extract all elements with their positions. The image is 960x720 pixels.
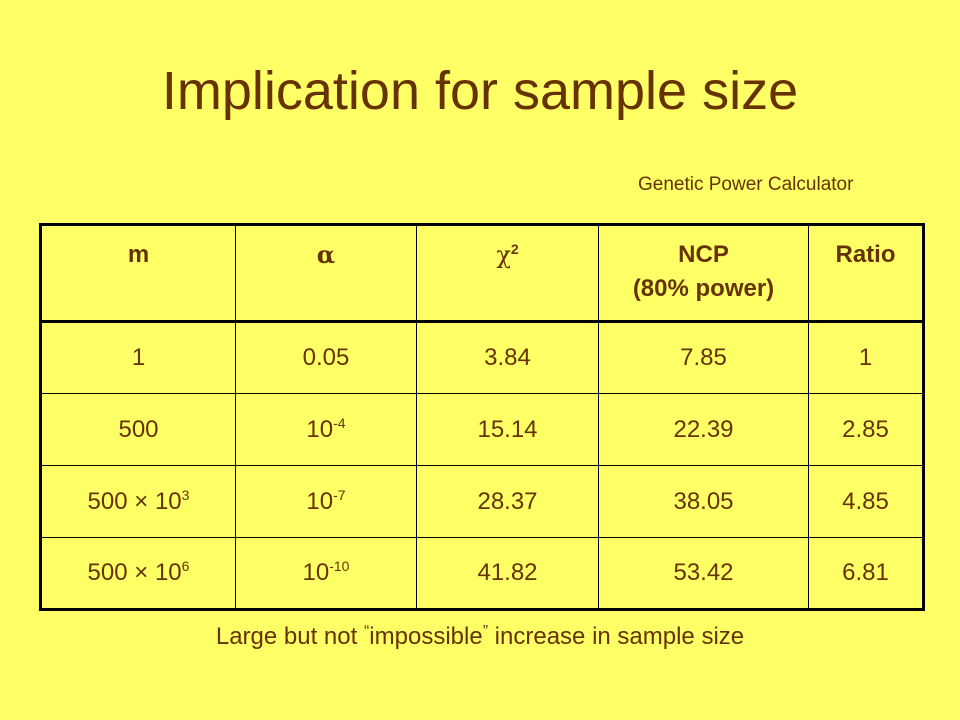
- emphasis-word: impossible: [369, 623, 483, 650]
- cell-m: 500 × 106: [40, 537, 236, 610]
- slide-title: Implication for sample size: [161, 61, 799, 121]
- cell-ncp: 53.42: [598, 537, 809, 610]
- cell-ncp: 7.85: [598, 321, 809, 394]
- cell-alpha: 10-4: [235, 393, 417, 466]
- ncp-label: NCP: [678, 241, 729, 268]
- cell-ratio: 4.85: [808, 465, 924, 538]
- cell-ratio: 6.81: [808, 537, 924, 610]
- sample-size-table: m α χ2 NCP (80% power) Ratio 1 0.05 3.84 …: [39, 223, 925, 611]
- header-alpha: α: [235, 224, 417, 322]
- cell-m: 1: [40, 321, 236, 394]
- table-row: 500 10-4 15.14 22.39 2.85: [40, 393, 924, 466]
- cell-chi2: 15.14: [416, 393, 599, 466]
- chi-exponent: 2: [510, 241, 519, 257]
- table-row: 1 0.05 3.84 7.85 1: [40, 321, 924, 394]
- cell-ncp: 38.05: [598, 465, 809, 538]
- cell-alpha: 10-7: [235, 465, 417, 538]
- cell-m: 500: [40, 393, 236, 466]
- header-ncp: NCP (80% power): [598, 224, 809, 322]
- ncp-sublabel: (80% power): [632, 275, 775, 302]
- cell-ncp: 22.39: [598, 393, 809, 466]
- header-ratio: Ratio: [808, 224, 924, 322]
- open-quote: “: [363, 623, 370, 640]
- header-row: m α χ2 NCP (80% power) Ratio: [40, 224, 924, 322]
- table-row: 500 × 106 10-10 41.82 53.42 6.81: [40, 537, 924, 610]
- cell-ratio: 2.85: [808, 393, 924, 466]
- footer-note: Large but not “impossible” increase in s…: [215, 623, 745, 650]
- cell-alpha: 0.05: [235, 321, 417, 394]
- cell-ratio: 1: [808, 321, 924, 394]
- cell-chi2: 3.84: [416, 321, 599, 394]
- table-row: 500 × 103 10-7 28.37 38.05 4.85: [40, 465, 924, 538]
- cell-alpha: 10-10: [235, 537, 417, 610]
- close-quote: ”: [482, 623, 489, 640]
- cell-chi2: 28.37: [416, 465, 599, 538]
- cell-chi2: 41.82: [416, 537, 599, 610]
- header-m: m: [40, 224, 236, 322]
- cell-m: 500 × 103: [40, 465, 236, 538]
- chi-symbol: χ: [496, 241, 511, 269]
- source-credit: Genetic Power Calculator: [638, 174, 854, 195]
- header-chi-square: χ2: [416, 224, 599, 322]
